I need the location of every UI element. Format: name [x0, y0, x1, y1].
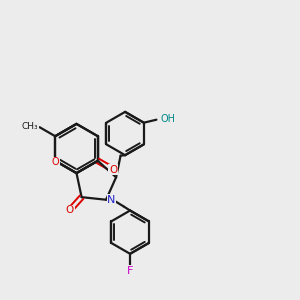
- Text: OH: OH: [160, 114, 175, 124]
- Text: CH₃: CH₃: [22, 122, 38, 131]
- Text: O: O: [66, 205, 74, 215]
- Text: N: N: [107, 195, 116, 205]
- Text: O: O: [51, 157, 59, 167]
- Text: O: O: [109, 165, 117, 175]
- Text: F: F: [127, 266, 133, 276]
